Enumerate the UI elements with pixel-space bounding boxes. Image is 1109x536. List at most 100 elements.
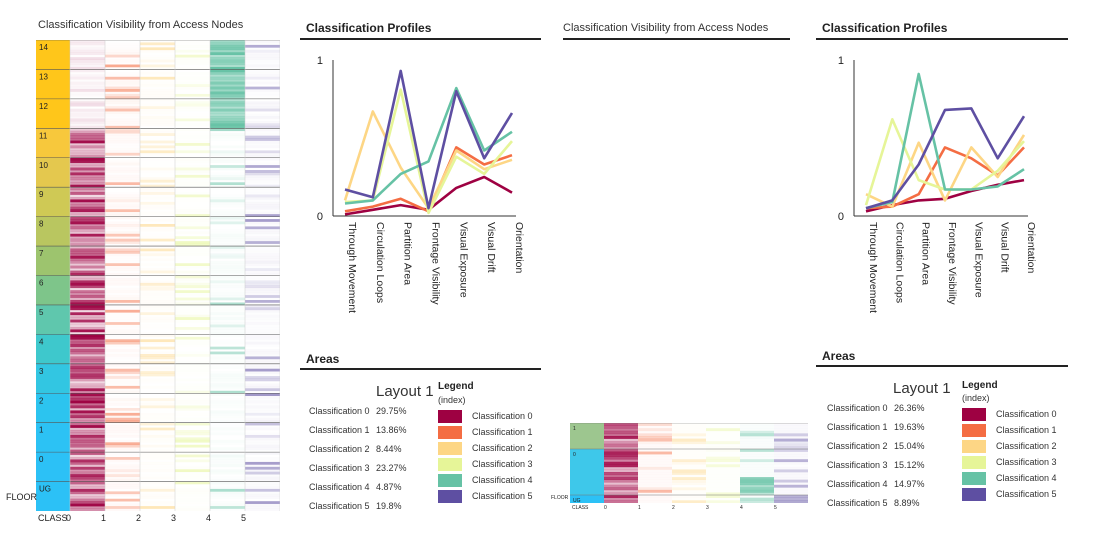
right-area-label: Classification 1 bbox=[827, 422, 888, 432]
floor-band-10 bbox=[36, 157, 70, 188]
right-legend-swatch-0 bbox=[962, 407, 986, 421]
mid-floor-label-UG: UG bbox=[573, 498, 581, 503]
left-legend-title: Legend bbox=[438, 381, 474, 392]
left-legend-subtitle: (index) bbox=[438, 395, 466, 405]
right-legend-label-3: Classification 3 bbox=[996, 457, 1057, 467]
floor-band-8 bbox=[36, 216, 70, 247]
left-chart-xtick-2: Partition Area bbox=[402, 222, 414, 285]
right-chart-series-5-line bbox=[865, 107, 1026, 210]
right-legend-label-0: Classification 0 bbox=[996, 409, 1057, 419]
right-legend-label-2: Classification 2 bbox=[996, 441, 1057, 451]
floor-label-14: 14 bbox=[39, 43, 48, 52]
left-legend-label-2: Classification 2 bbox=[472, 443, 533, 453]
mid-class-tick-0: 0 bbox=[604, 505, 607, 511]
left-class-tick-1: 1 bbox=[101, 513, 107, 523]
left-area-value: 8.44% bbox=[373, 444, 402, 454]
left-legend: Classification 0 Classification 1 Classifi… bbox=[438, 408, 548, 504]
right-area-label: Classification 5 bbox=[827, 498, 888, 508]
floor-band-4 bbox=[36, 334, 70, 365]
right-area-row-0: Classification 0 26.36% bbox=[827, 400, 952, 419]
left-class-ticks: 0 1 2 3 4 5 bbox=[0, 513, 300, 525]
right-areas-title: Areas bbox=[822, 349, 856, 363]
left-legend-swatch-2 bbox=[438, 441, 462, 455]
left-legend-label-4: Classification 4 bbox=[472, 475, 533, 485]
right-chart-series-4-line bbox=[865, 72, 1025, 210]
left-chart-series-3-line bbox=[344, 88, 513, 215]
left-chart-xtick-4: Visual Exposure bbox=[457, 222, 469, 298]
left-legend-row-5: Classification 5 bbox=[438, 488, 548, 504]
left-area-value: 23.27% bbox=[373, 463, 407, 473]
right-profiles-title: Classification Profiles bbox=[822, 21, 948, 35]
right-area-value: 15.12% bbox=[891, 460, 925, 470]
right-area-row-2: Classification 2 15.04% bbox=[827, 438, 952, 457]
left-chart-series-5-line bbox=[344, 69, 514, 210]
right-chart-xtick-3: Frontage Visibility bbox=[946, 222, 958, 305]
left-area-row-1: Classification 1 13.86% bbox=[309, 422, 434, 441]
floor-label-4: 4 bbox=[39, 337, 44, 346]
floor-band-1 bbox=[36, 422, 70, 453]
right-area-list: Classification 0 26.36% Classification 1 … bbox=[827, 400, 952, 514]
left-chart-xtick-3: Frontage Visibility bbox=[430, 222, 442, 305]
right-legend-label-4: Classification 4 bbox=[996, 473, 1057, 483]
middle-heatmap-svg: 1 0 UG bbox=[570, 422, 808, 504]
floor-band-UG bbox=[36, 481, 70, 512]
right-areas-rule bbox=[816, 365, 1068, 367]
left-area-label: Classification 5 bbox=[309, 501, 370, 511]
floor-label-8: 8 bbox=[39, 220, 44, 229]
right-chart-series-2-line bbox=[865, 134, 1026, 208]
middle-heatmap-title: Classification Visibility from Access No… bbox=[563, 22, 769, 34]
left-area-label: Classification 2 bbox=[309, 444, 370, 454]
floor-label-10: 10 bbox=[39, 161, 48, 170]
left-class-tick-2: 2 bbox=[136, 513, 142, 523]
left-legend-label-5: Classification 5 bbox=[472, 491, 533, 501]
right-legend-row-0: Classification 0 bbox=[962, 406, 1082, 422]
floor-label-12: 12 bbox=[39, 102, 48, 111]
left-area-label: Classification 1 bbox=[309, 425, 370, 435]
right-profiles-chart: 1 0 Through Movement Circulation Loops Parti… bbox=[838, 55, 1037, 313]
right-layout-title: Layout 1 bbox=[893, 380, 951, 397]
left-area-list: Classification 0 29.75% Classification 1 … bbox=[309, 403, 434, 517]
right-legend-label-5: Classification 5 bbox=[996, 489, 1057, 499]
left-heatmap: 14 13 12 11 10 9 8 7 6 5 4 3 2 1 0 UG bbox=[36, 39, 281, 512]
left-legend-row-1: Classification 1 bbox=[438, 424, 548, 440]
right-chart-xtick-6: Orientation bbox=[1025, 222, 1037, 274]
left-chart-xtick-1: Circulation Loops bbox=[374, 222, 386, 303]
floor-label-11: 11 bbox=[39, 131, 48, 140]
right-legend-row-2: Classification 2 bbox=[962, 438, 1082, 454]
mid-floor-band-0 bbox=[570, 449, 604, 495]
left-chart-series-4-line bbox=[344, 86, 513, 205]
right-area-row-3: Classification 3 15.12% bbox=[827, 457, 952, 476]
left-floor-label: FLOOR bbox=[6, 492, 38, 502]
left-area-row-0: Classification 0 29.75% bbox=[309, 403, 434, 422]
left-legend-row-0: Classification 0 bbox=[438, 408, 548, 424]
middle-class-ticks: 0 1 2 3 4 5 bbox=[0, 505, 820, 513]
left-legend-label-0: Classification 0 bbox=[472, 411, 533, 421]
mid-floor-band-1 bbox=[570, 423, 604, 449]
right-area-row-5: Classification 5 8.89% bbox=[827, 495, 952, 514]
right-chart-xtick-4: Visual Exposure bbox=[972, 222, 984, 298]
floor-label-6: 6 bbox=[39, 279, 44, 288]
left-legend-label-3: Classification 3 bbox=[472, 459, 533, 469]
left-legend-row-4: Classification 4 bbox=[438, 472, 548, 488]
left-legend-swatch-1 bbox=[438, 425, 462, 439]
floor-band-12 bbox=[36, 98, 70, 129]
left-area-row-5: Classification 5 19.8% bbox=[309, 498, 434, 517]
floor-band-9 bbox=[36, 187, 70, 218]
left-legend-row-2: Classification 2 bbox=[438, 440, 548, 456]
right-chart-xtick-5: Visual Drift bbox=[999, 222, 1011, 273]
right-legend-swatch-3 bbox=[962, 455, 986, 469]
right-area-value: 19.63% bbox=[891, 422, 925, 432]
right-legend-row-4: Classification 4 bbox=[962, 470, 1082, 486]
floor-label-3: 3 bbox=[39, 367, 44, 376]
left-layout-title: Layout 1 bbox=[376, 383, 434, 400]
right-area-value: 8.89% bbox=[891, 498, 920, 508]
floor-label-2: 2 bbox=[39, 396, 44, 405]
right-chart-series-3-line bbox=[864, 118, 1025, 206]
floor-band-14 bbox=[36, 40, 70, 70]
right-area-label: Classification 2 bbox=[827, 441, 888, 451]
left-legend-row-3: Classification 3 bbox=[438, 456, 548, 472]
floor-label-5: 5 bbox=[39, 308, 44, 317]
right-chart-ytick-1: 1 bbox=[838, 55, 844, 67]
floor-band-7 bbox=[36, 246, 70, 276]
